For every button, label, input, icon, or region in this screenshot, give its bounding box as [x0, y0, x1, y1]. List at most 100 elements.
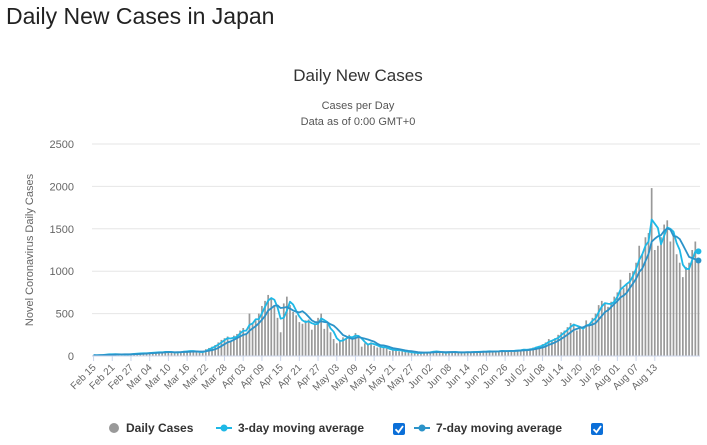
- bar-daily-cases: [575, 330, 578, 356]
- bar-daily-cases: [335, 343, 338, 356]
- bar-daily-cases: [457, 352, 460, 356]
- bar-daily-cases: [304, 320, 307, 356]
- bar-daily-cases: [435, 351, 438, 356]
- bar-daily-cases: [454, 351, 457, 356]
- bar-daily-cases: [641, 254, 644, 356]
- bar-daily-cases: [557, 334, 559, 356]
- bar-daily-cases: [448, 352, 450, 356]
- point-7-day-average-latest: [695, 257, 702, 264]
- bar-daily-cases: [441, 352, 444, 356]
- bar-daily-cases: [541, 344, 544, 356]
- bar-daily-cases: [382, 347, 385, 356]
- bar-daily-cases: [644, 237, 647, 356]
- checkmark-icon: [394, 425, 404, 434]
- bar-daily-cases: [560, 332, 563, 356]
- bar-daily-cases: [569, 322, 572, 356]
- bar-daily-cases: [519, 349, 522, 356]
- bar-daily-cases: [432, 350, 435, 356]
- bar-daily-cases: [616, 292, 619, 356]
- bar-daily-cases: [180, 351, 182, 356]
- bar-daily-cases: [607, 306, 609, 356]
- legend-label-3-day: 3-day moving average: [238, 421, 364, 435]
- bar-daily-cases: [547, 339, 550, 356]
- bar-daily-cases: [301, 323, 304, 356]
- daily-cases-bars: [92, 188, 700, 356]
- bar-daily-cases: [229, 340, 232, 356]
- bar-daily-cases: [332, 339, 335, 356]
- bar-daily-cases: [211, 346, 213, 356]
- legend-item-3-day-average[interactable]: 3-day moving average: [216, 421, 364, 435]
- y-tick-label-0: 0: [68, 351, 74, 363]
- bar-daily-cases: [650, 188, 653, 356]
- bar-daily-cases: [469, 352, 472, 356]
- bar-daily-cases: [694, 241, 697, 356]
- bar-daily-cases: [691, 250, 694, 356]
- y-tick-label-2000: 2000: [50, 181, 74, 193]
- bar-daily-cases: [379, 346, 382, 356]
- bar-daily-cases: [529, 348, 531, 356]
- bar-daily-cases: [463, 351, 466, 356]
- gridlines: [92, 143, 700, 315]
- bar-daily-cases: [613, 296, 616, 356]
- bar-daily-cases: [254, 320, 257, 356]
- bar-daily-cases: [635, 262, 637, 356]
- bar-daily-cases: [261, 305, 263, 356]
- bar-daily-cases: [681, 277, 684, 356]
- bar-daily-cases: [566, 327, 569, 356]
- legend-item-daily-cases[interactable]: Daily Cases: [109, 421, 194, 435]
- bar-daily-cases: [563, 330, 566, 356]
- bar-daily-cases: [410, 352, 413, 356]
- bar-daily-cases: [466, 352, 469, 356]
- line-7-day-average: [93, 227, 699, 357]
- chart-title: Daily New Cases: [293, 66, 422, 85]
- bar-daily-cases: [164, 351, 167, 356]
- legend-item-7-day-average[interactable]: 7-day moving average: [414, 421, 562, 435]
- bar-daily-cases: [326, 323, 329, 356]
- bar-daily-cases: [526, 350, 528, 356]
- moving-average-lines: [93, 218, 702, 357]
- bar-daily-cases: [426, 352, 429, 356]
- bar-daily-cases: [479, 352, 482, 356]
- y-axis-label: Novel Coronavirus Daily Cases: [24, 173, 36, 326]
- bar-daily-cases: [669, 241, 672, 356]
- bar-daily-cases: [388, 350, 391, 356]
- bar-daily-cases: [282, 303, 285, 356]
- bar-daily-cases: [420, 352, 422, 356]
- bar-daily-cases: [398, 351, 400, 356]
- bar-daily-cases: [554, 338, 556, 356]
- bar-daily-cases: [189, 350, 192, 356]
- bar-daily-cases: [404, 351, 407, 356]
- bar-daily-cases: [223, 338, 226, 356]
- checkbox-3-day[interactable]: [393, 423, 405, 435]
- bar-daily-cases: [582, 329, 584, 356]
- bar-daily-cases: [507, 350, 510, 356]
- bar-daily-cases: [270, 298, 273, 356]
- bar-daily-cases: [195, 352, 198, 356]
- bar-daily-cases: [610, 301, 612, 356]
- bar-daily-cases: [248, 313, 251, 356]
- legend-label-daily-cases: Daily Cases: [126, 421, 194, 435]
- checkmark-icon: [592, 425, 602, 434]
- y-axis-ticks: 0 500 1000 1500 2000 2500: [50, 139, 74, 363]
- bar-daily-cases: [198, 352, 201, 356]
- bar-daily-cases: [429, 351, 432, 356]
- bar-daily-cases: [376, 347, 379, 356]
- bar-daily-cases: [360, 346, 363, 356]
- bar-daily-cases: [310, 329, 313, 356]
- bar-daily-cases: [367, 344, 369, 356]
- legend-marker-daily-cases: [109, 423, 119, 433]
- y-tick-label-500: 500: [56, 309, 74, 321]
- bar-daily-cases: [407, 352, 410, 356]
- bar-daily-cases: [522, 349, 525, 356]
- bar-daily-cases: [370, 342, 372, 356]
- bar-daily-cases: [498, 350, 500, 356]
- bar-daily-cases: [267, 294, 270, 356]
- bar-daily-cases: [298, 322, 301, 356]
- bar-daily-cases: [632, 271, 634, 356]
- bar-daily-cases: [476, 351, 478, 356]
- bar-daily-cases: [413, 353, 416, 356]
- bar-daily-cases: [401, 350, 404, 356]
- checkbox-7-day[interactable]: [591, 423, 603, 435]
- bar-daily-cases: [279, 332, 282, 356]
- bar-daily-cases: [239, 330, 241, 356]
